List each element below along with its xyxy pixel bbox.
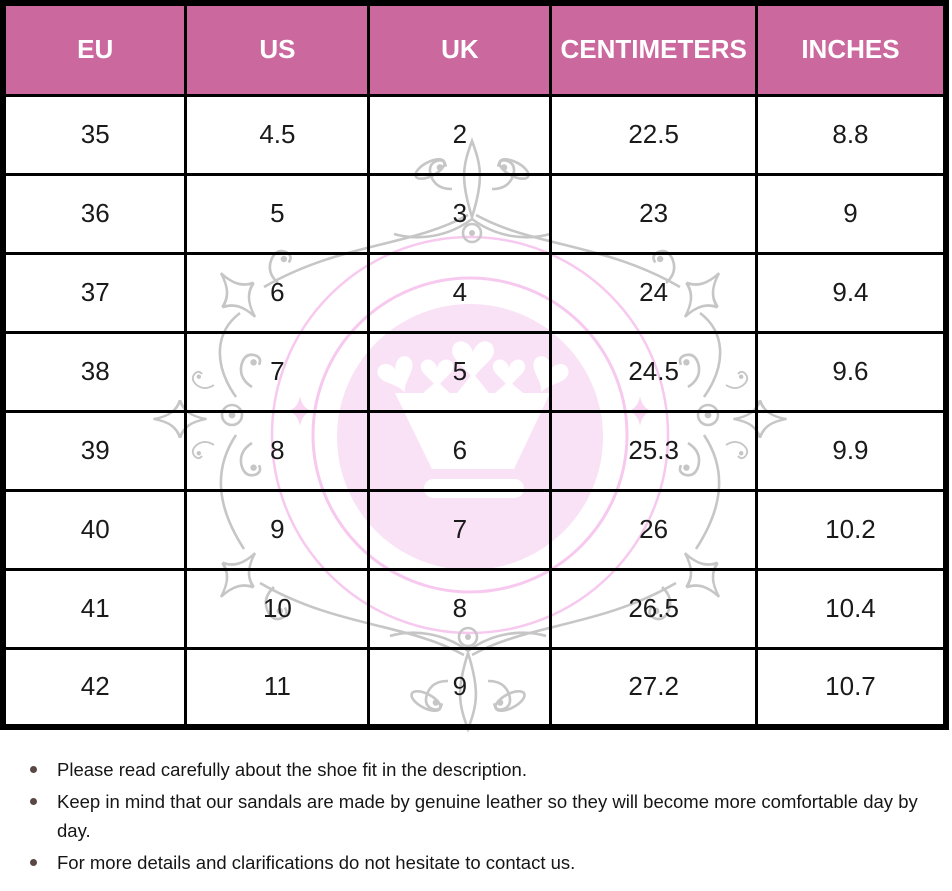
table-cell: 22.5 <box>549 93 758 176</box>
table-cell: 9 <box>754 172 948 255</box>
table-cell: 24 <box>549 251 758 334</box>
size-table-body: 35 4.5 2 22.5 8.8 36 5 3 23 9 37 6 4 24 9.4 38 7 5 24.5 9.6… <box>1 93 948 729</box>
table-cell: 3 <box>367 172 553 255</box>
table-cell: 39 <box>1 409 188 492</box>
table-cell: 11 <box>184 646 371 729</box>
column-header-uk: UK <box>367 1 553 97</box>
note-item: For more details and clarifications do n… <box>30 848 946 877</box>
table-cell: 36 <box>1 172 188 255</box>
table-row: 42 11 9 27.2 10.7 <box>1 646 948 729</box>
table-cell: 7 <box>184 330 371 413</box>
table-cell: 10.4 <box>754 567 948 650</box>
column-header-centimeters: CENTIMETERS <box>549 1 758 97</box>
table-cell: 9.6 <box>754 330 948 413</box>
table-row: 37 6 4 24 9.4 <box>1 251 948 334</box>
table-cell: 9 <box>184 488 371 571</box>
table-cell: 10.7 <box>754 646 948 729</box>
table-cell: 10 <box>184 567 371 650</box>
table-cell: 5 <box>367 330 553 413</box>
table-cell: 10.2 <box>754 488 948 571</box>
table-cell: 35 <box>1 93 188 176</box>
table-cell: 26 <box>549 488 758 571</box>
table-row: 41 10 8 26.5 10.4 <box>1 567 948 650</box>
table-cell: 41 <box>1 567 188 650</box>
size-table-head-row: EU US UK CENTIMETERS INCHES <box>1 1 948 97</box>
table-cell: 8.8 <box>754 93 948 176</box>
table-cell: 27.2 <box>549 646 758 729</box>
table-cell: 40 <box>1 488 188 571</box>
table-row: 35 4.5 2 22.5 8.8 <box>1 93 948 176</box>
column-header-eu: EU <box>1 1 188 97</box>
note-text: For more details and clarifications do n… <box>57 852 576 873</box>
table-cell: 6 <box>367 409 553 492</box>
table-row: 40 9 7 26 10.2 <box>1 488 948 571</box>
table-cell: 5 <box>184 172 371 255</box>
table-cell: 37 <box>1 251 188 334</box>
table-cell: 7 <box>367 488 553 571</box>
table-row: 39 8 6 25.3 9.9 <box>1 409 948 492</box>
table-cell: 26.5 <box>549 567 758 650</box>
table-cell: 23 <box>549 172 758 255</box>
table-cell: 8 <box>367 567 553 650</box>
column-header-us: US <box>184 1 371 97</box>
size-table: EU US UK CENTIMETERS INCHES 35 4.5 2 22.5 8.8 36 5… <box>0 0 949 730</box>
table-cell: 9.4 <box>754 251 948 334</box>
table-cell: 4 <box>367 251 553 334</box>
note-text: Please read carefully about the shoe fit… <box>57 759 527 780</box>
table-row: 38 7 5 24.5 9.6 <box>1 330 948 413</box>
bullet-icon <box>30 848 57 877</box>
table-cell: 6 <box>184 251 371 334</box>
table-cell: 25.3 <box>549 409 758 492</box>
table-cell: 2 <box>367 93 553 176</box>
table-cell: 42 <box>1 646 188 729</box>
note-text: Keep in mind that our sandals are made b… <box>57 791 918 841</box>
column-header-inches: INCHES <box>754 1 948 97</box>
table-cell: 38 <box>1 330 188 413</box>
bullet-icon <box>30 787 57 845</box>
table-cell: 4.5 <box>184 93 371 176</box>
table-cell: 9.9 <box>754 409 948 492</box>
table-cell: 24.5 <box>549 330 758 413</box>
table-row: 36 5 3 23 9 <box>1 172 948 255</box>
notes-list: Please read carefully about the shoe fit… <box>0 730 952 877</box>
note-item: Keep in mind that our sandals are made b… <box>30 787 946 845</box>
bullet-icon <box>30 755 57 784</box>
table-cell: 8 <box>184 409 371 492</box>
table-cell: 9 <box>367 646 553 729</box>
note-item: Please read carefully about the shoe fit… <box>30 755 946 784</box>
